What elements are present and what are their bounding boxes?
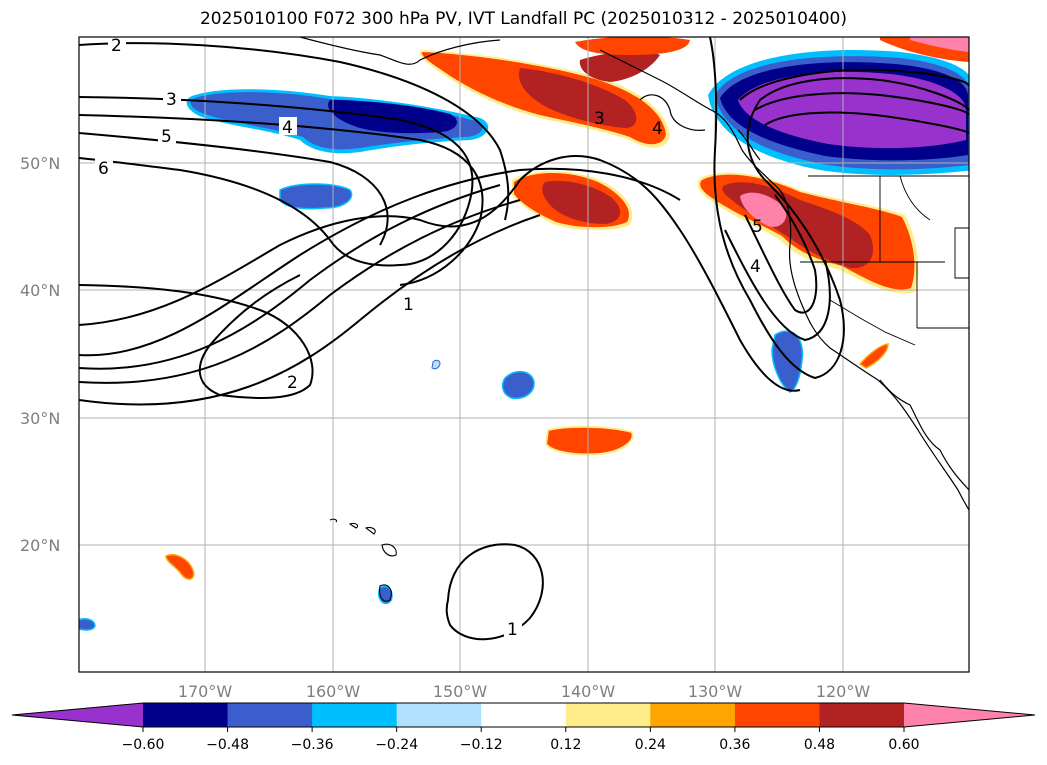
map-area: 2 3 4 5 6 1 2 3 4 5 4 1 bbox=[79, 36, 969, 672]
svg-text:4: 4 bbox=[282, 118, 293, 138]
lat-label: 20°N bbox=[20, 536, 60, 555]
map-frame bbox=[78, 36, 970, 673]
colorbar-tick-label: 0.24 bbox=[635, 737, 666, 753]
coastlines bbox=[299, 37, 969, 511]
colorbar-tick-label: −0.48 bbox=[206, 737, 249, 753]
lat-label: 40°N bbox=[20, 281, 60, 300]
colorbar-tick-label: 0.60 bbox=[888, 737, 919, 753]
lon-label: 130°W bbox=[688, 682, 743, 701]
map-title: 2025010100 F072 300 hPa PV, IVT Landfall… bbox=[199, 9, 847, 29]
lon-label: 140°W bbox=[561, 682, 616, 701]
colorbar-cell bbox=[734, 703, 820, 727]
svg-text:4: 4 bbox=[652, 119, 663, 139]
svg-text:5: 5 bbox=[161, 127, 172, 147]
positive-anomaly-top-right bbox=[880, 37, 969, 62]
colorbar-cell bbox=[565, 703, 651, 727]
colorbar: −0.60 −0.48 −0.36 −0.24 −0.12 0.12 0.24 0.36 0.4… bbox=[11, 702, 1036, 753]
colorbar-extend-max bbox=[904, 703, 1035, 727]
colorbar-cell bbox=[481, 703, 567, 727]
colorbar-cell bbox=[650, 703, 736, 727]
colorbar-cell bbox=[143, 703, 229, 727]
positive-anomaly-northeast-pacific bbox=[512, 171, 633, 231]
latitude-labels: 50°N 40°N 30°N 20°N bbox=[20, 154, 60, 555]
svg-text:5: 5 bbox=[752, 217, 763, 237]
svg-text:4: 4 bbox=[750, 257, 761, 277]
colorbar-cell bbox=[396, 703, 482, 727]
lat-label: 30°N bbox=[20, 409, 60, 428]
colorbar-tick-label: −0.24 bbox=[375, 737, 418, 753]
colorbar-tick-label: −0.60 bbox=[122, 737, 165, 753]
colorbar-tick-label: 0.36 bbox=[719, 737, 750, 753]
colorbar-cell bbox=[819, 703, 905, 727]
positive-anomaly-gulf-band bbox=[419, 37, 690, 148]
lon-label: 150°W bbox=[433, 682, 488, 701]
lon-label: 170°W bbox=[178, 682, 233, 701]
colorbar-tick-label: 0.12 bbox=[550, 737, 581, 753]
svg-text:1: 1 bbox=[507, 620, 518, 640]
positive-anomaly-small-blobs bbox=[165, 343, 889, 580]
svg-text:3: 3 bbox=[594, 109, 605, 129]
svg-text:2: 2 bbox=[111, 36, 122, 56]
longitude-labels: 170°W 160°W 150°W 140°W 130°W 120°W bbox=[178, 682, 871, 701]
svg-text:6: 6 bbox=[98, 159, 109, 179]
svg-text:3: 3 bbox=[166, 90, 177, 110]
lat-label: 50°N bbox=[20, 154, 60, 173]
colorbar-cell bbox=[312, 703, 398, 727]
ivt-contours bbox=[79, 37, 969, 641]
negative-anomaly-small-blobs bbox=[79, 183, 804, 631]
colorbar-cells bbox=[143, 703, 905, 727]
contour-labels: 2 3 4 5 6 1 2 3 4 5 4 1 bbox=[95, 36, 763, 640]
hawaiian-islands bbox=[329, 518, 397, 602]
colorbar-tick-label: −0.36 bbox=[291, 737, 334, 753]
lon-label: 120°W bbox=[816, 682, 871, 701]
state-borders bbox=[800, 175, 969, 346]
colorbar-cell bbox=[227, 703, 313, 727]
lon-label: 160°W bbox=[306, 682, 361, 701]
svg-text:1: 1 bbox=[403, 295, 414, 315]
colorbar-extend-min bbox=[12, 703, 143, 727]
colorbar-ticks: −0.60 −0.48 −0.36 −0.24 −0.12 0.12 0.24 0.36 0.4… bbox=[122, 727, 920, 753]
colorbar-tick-label: 0.48 bbox=[804, 737, 835, 753]
colorbar-tick-label: −0.12 bbox=[460, 737, 503, 753]
svg-text:2: 2 bbox=[287, 373, 298, 393]
